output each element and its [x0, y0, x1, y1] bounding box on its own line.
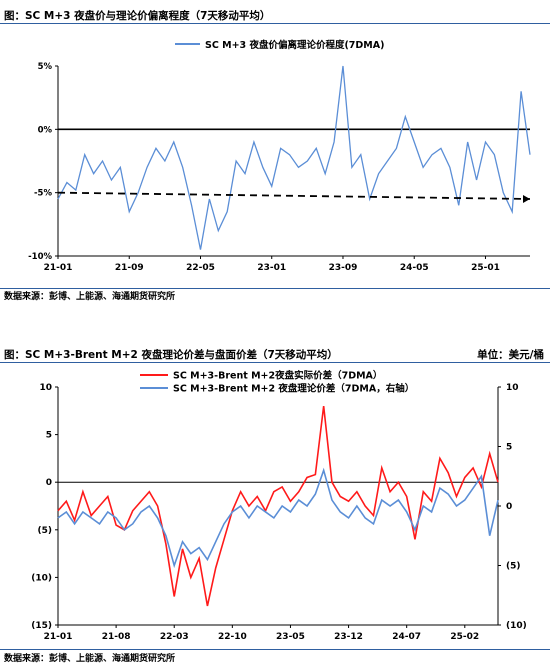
- chart1-y-tick-label: 5%: [38, 62, 53, 72]
- chart2-y-right-tick-label: 10: [506, 383, 519, 393]
- chart1-x-tick-label: 21-09: [115, 263, 144, 273]
- chart1-y-tick-label: -10%: [28, 252, 52, 262]
- chart2-source-rule: [0, 649, 550, 650]
- chart2-legend-label: SC M+3-Brent M+2夜盘实际价差（7DMA）: [173, 370, 382, 382]
- chart2-y-right-tick-label: 5: [506, 443, 512, 453]
- chart2-source: 数据来源：彭博、上能源、海通期货研究所: [4, 654, 176, 664]
- chart2-series-line-actual: [57, 405, 499, 607]
- chart2-legend-label: SC M+3-Brent M+2 夜盘理论价差（7DMA，右轴）: [173, 383, 414, 395]
- chart2-y-left-tick-label: (5): [38, 526, 53, 536]
- chart2-x-tick-label: 23-05: [276, 632, 305, 642]
- chart1-source: 数据来源：彭博、上能源、海通期货研究所: [4, 292, 176, 302]
- chart1-x-tick-label: 22-05: [186, 263, 215, 273]
- chart1-arrow-head: [523, 195, 530, 203]
- chart1-series-line: [57, 65, 531, 250]
- chart1-x-tick-label: 24-05: [400, 263, 429, 273]
- chart2-x-tick-label: 23-12: [334, 632, 363, 642]
- chart2-x-tick-label: 22-10: [218, 632, 247, 642]
- chart2-svg: 10 5 0 (5) (10) (15) 10 5 0 (5) (10) 21-01 21-08 22-0…: [31, 370, 527, 643]
- chart1-y-tick-label: 0%: [38, 125, 53, 135]
- chart2-y-left-tick-label: (15): [31, 621, 52, 631]
- chart1-title: 图：SC M+3 夜盘价与理论价偏离程度（7天移动平均）: [4, 10, 271, 22]
- chart2-y-left-tick-label: 10: [39, 383, 52, 393]
- chart2-y-right-tick-label: 0: [506, 502, 512, 512]
- chart1-y-tick-label: -5%: [34, 189, 52, 199]
- chart1-x-tick-label: 23-01: [257, 263, 286, 273]
- chart2-x-tick-label: 21-08: [102, 632, 131, 642]
- chart1-header: 图：SC M+3 夜盘价与理论价偏离程度（7天移动平均）: [0, 6, 550, 24]
- chart1-x-tick-label: 25-01: [471, 263, 500, 273]
- chart2-y-left-tick-label: (10): [31, 573, 52, 583]
- chart1-dashed-trend-line: [57, 191, 531, 200]
- chart2-x-tick-label: 25-02: [450, 632, 479, 642]
- chart2-unit-label: 单位：美元/桶: [477, 349, 544, 361]
- chart2-header: 图：SC M+3-Brent M+2 夜盘理论价差与盘面价差（7天移动平均） 单…: [0, 345, 550, 363]
- chart1-x-tick-label: 23-09: [329, 263, 358, 273]
- chart1-svg: 5% 0% -5% -10%21-01 21-09 22-05 23-01 23-09 24-0…: [28, 39, 531, 273]
- chart2-series-line-theoretical: [57, 467, 499, 569]
- chart1-legend-label: SC M+3 夜盘价偏离理论价程度(7DMA): [205, 39, 384, 51]
- chart2-x-tick-label: 22-03: [160, 632, 189, 642]
- chart2-y-left-tick-label: 5: [46, 431, 52, 441]
- chart2-y-right-tick-label: (5): [506, 562, 521, 572]
- chart1-source-rule: [0, 288, 550, 289]
- chart2-y-right-tick-label: (10): [506, 621, 527, 631]
- chart2-title: 图：SC M+3-Brent M+2 夜盘理论价差与盘面价差（7天移动平均）: [4, 349, 338, 361]
- chart2-y-left-tick-label: 0: [46, 478, 52, 488]
- chart2-x-tick-label: 24-07: [392, 632, 421, 642]
- chart1-x-tick-label: 21-01: [44, 263, 73, 273]
- chart2-x-tick-label: 21-01: [44, 632, 73, 642]
